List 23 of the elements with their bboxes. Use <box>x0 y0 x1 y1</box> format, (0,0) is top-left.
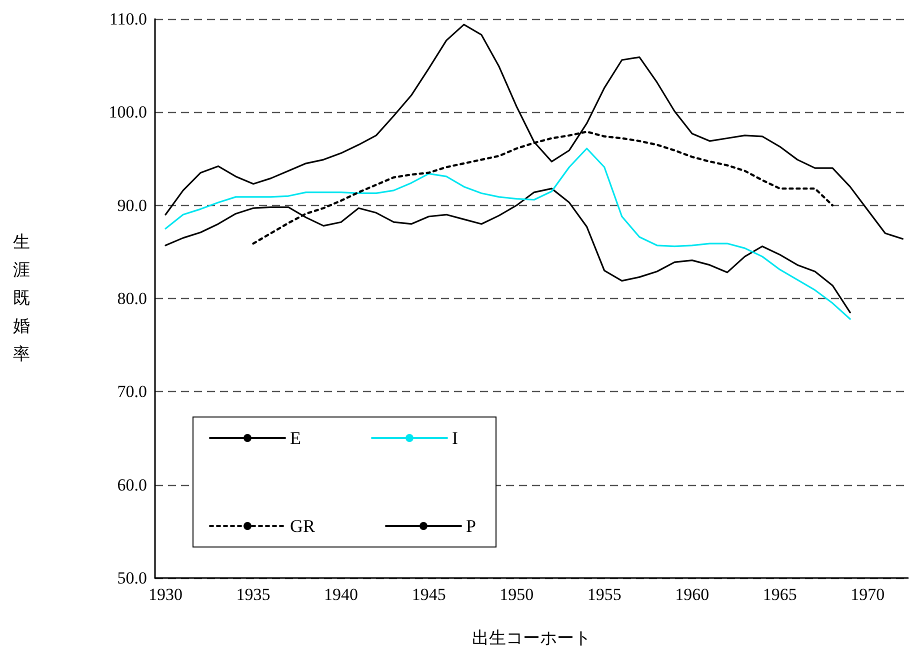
y-tick-label: 50.0 <box>117 568 147 588</box>
legend-label: P <box>466 516 476 536</box>
legend-label: E <box>290 428 301 448</box>
x-axis-title: 出生コーホート <box>472 628 591 648</box>
x-tick-label: 1955 <box>587 585 622 604</box>
line-series <box>164 148 851 320</box>
x-tick-label: 1930 <box>148 585 183 604</box>
y-tick-label: 110.0 <box>109 10 147 28</box>
x-tick-label: 1970 <box>850 585 885 604</box>
legend-label: GR <box>290 516 316 536</box>
y-tick-label: 100.0 <box>108 102 147 122</box>
y-tick-label: 70.0 <box>117 382 147 402</box>
legend-label: I <box>452 428 458 448</box>
x-tick-label: 1950 <box>500 585 534 604</box>
y-tick-label: 60.0 <box>117 475 147 494</box>
x-tick-label: 1965 <box>762 585 797 604</box>
y-axis-title: 生涯既婚率 <box>13 232 30 364</box>
y-tick-label: 90.0 <box>117 196 147 215</box>
x-tick-label: 1945 <box>412 585 446 604</box>
x-tick-label: 1935 <box>236 585 270 604</box>
x-tick-label: 1940 <box>324 585 358 604</box>
y-tick-label: 80.0 <box>117 289 147 308</box>
x-tick-label: 1960 <box>675 585 710 604</box>
